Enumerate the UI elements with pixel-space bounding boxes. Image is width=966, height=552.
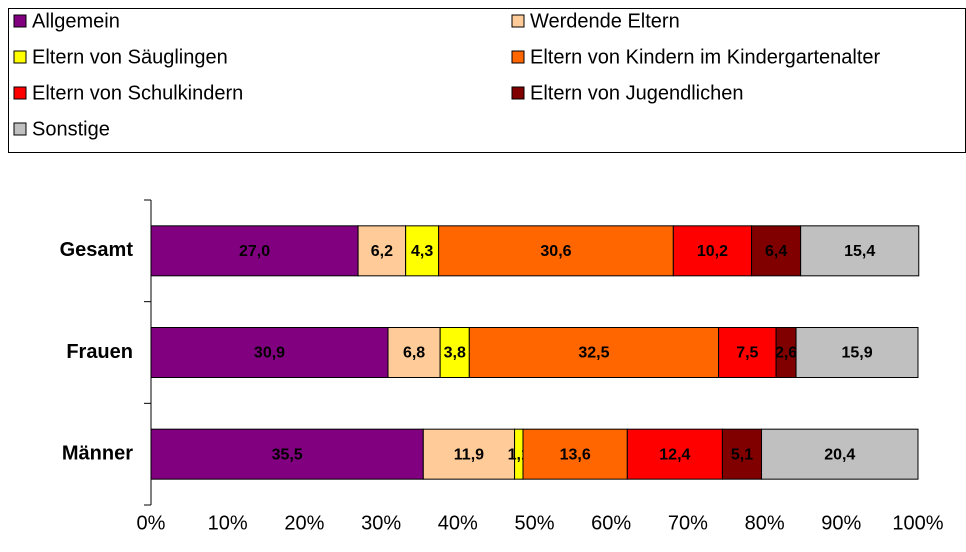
x-tick-label: 50% xyxy=(514,512,554,534)
legend-swatch xyxy=(511,14,525,28)
legend-label: Eltern von Säuglingen xyxy=(32,46,228,68)
data-label: 32,5 xyxy=(578,345,609,362)
bar-segment xyxy=(800,225,920,277)
data-label: 30,9 xyxy=(254,345,285,362)
x-tick-label: 80% xyxy=(745,512,785,534)
data-label: 12,4 xyxy=(659,446,690,463)
data-label: 10,2 xyxy=(697,243,728,260)
data-label: 15,4 xyxy=(844,243,875,260)
data-label: 2,6 xyxy=(775,345,797,362)
legend-swatch xyxy=(511,50,525,64)
data-label: 4,3 xyxy=(411,243,433,260)
x-tick-label: 60% xyxy=(591,512,631,534)
data-label: 30,6 xyxy=(540,243,571,260)
x-tick-label: 100% xyxy=(892,512,943,534)
data-label: 6,8 xyxy=(403,345,425,362)
data-label: 13,6 xyxy=(560,446,591,463)
bar-segment xyxy=(422,428,516,480)
legend-label: Eltern von Jugendlichen xyxy=(530,82,743,104)
legend-swatch xyxy=(13,122,27,136)
bar-segment xyxy=(150,428,424,480)
bar-segment xyxy=(387,327,441,378)
bar-segment xyxy=(761,428,919,480)
legend-label: Allgemein xyxy=(32,10,120,32)
x-tick-label: 90% xyxy=(821,512,861,534)
bar-segment xyxy=(150,225,359,277)
category-label: Frauen xyxy=(66,341,133,363)
bar-segment xyxy=(357,225,407,277)
data-label: 27,0 xyxy=(239,243,270,260)
legend-label: Eltern von Schulkindern xyxy=(32,82,243,104)
legend-label: Werdende Eltern xyxy=(530,10,680,32)
x-tick-label: 30% xyxy=(361,512,401,534)
bar-segment xyxy=(795,327,919,378)
legend-swatch xyxy=(511,86,525,100)
category-label: Männer xyxy=(62,442,133,464)
bar-segment xyxy=(468,327,720,378)
legend-swatch xyxy=(13,50,27,64)
data-label: 3,8 xyxy=(444,345,466,362)
legend-label: Sonstige xyxy=(32,118,110,140)
bar-segment xyxy=(405,225,440,277)
data-label: 15,9 xyxy=(841,345,872,362)
data-label: 20,4 xyxy=(824,446,855,463)
x-tick-label: 70% xyxy=(668,512,708,534)
data-label: 11,9 xyxy=(454,446,484,463)
x-tick-label: 10% xyxy=(208,512,248,534)
x-tick-label: 20% xyxy=(284,512,324,534)
data-label: 5,1 xyxy=(731,446,753,463)
legend-box xyxy=(8,8,966,153)
bar-segment xyxy=(522,428,628,480)
x-tick-label: 0% xyxy=(137,512,166,534)
data-label: 35,5 xyxy=(272,446,303,463)
bar-segment xyxy=(672,225,753,277)
legend-swatch xyxy=(13,86,27,100)
data-label: 6,2 xyxy=(371,243,393,260)
bar-segment xyxy=(721,428,763,480)
category-label: Gesamt xyxy=(60,239,134,261)
x-tick-label: 40% xyxy=(438,512,478,534)
legend-swatch xyxy=(13,14,27,28)
legend-label: Eltern von Kindern im Kindergartenalter xyxy=(530,46,881,68)
data-label: 7,5 xyxy=(736,345,758,362)
bar-segment xyxy=(438,225,674,277)
data-label: 6,4 xyxy=(765,243,787,260)
